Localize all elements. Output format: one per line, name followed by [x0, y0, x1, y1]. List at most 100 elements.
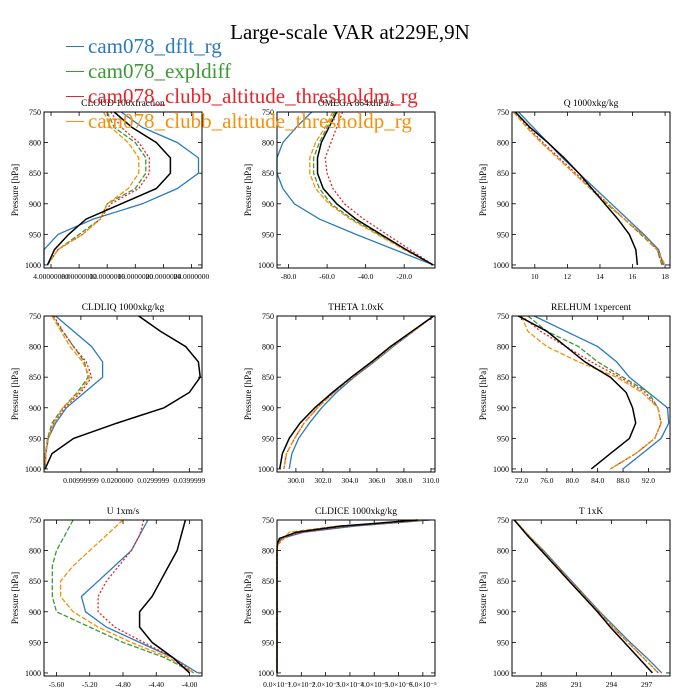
x-tick-label: 288: [536, 680, 548, 689]
x-tick-label: -20.0: [396, 272, 412, 281]
plot-frame: [43, 315, 203, 473]
legend-label: cam078_expldiff: [88, 59, 232, 83]
series-line-0: [288, 315, 434, 470]
legend-swatch: [66, 121, 84, 122]
y-tick-label: 800: [29, 547, 41, 556]
x-tick-label: 304.0: [341, 476, 358, 485]
x-tick-label: 5.0×10⁻⁵: [385, 680, 413, 689]
series-line-3: [59, 519, 195, 674]
x-tick-label: 0.0399999: [173, 476, 205, 485]
y-tick-label: 900: [497, 200, 509, 209]
x-tick-label: 3.0×10⁻⁵: [336, 680, 364, 689]
x-tick-label: 1.0×10⁻⁵: [287, 680, 315, 689]
y-tick-label: 1000: [493, 261, 509, 270]
x-tick-label: 16.0000000: [117, 272, 153, 281]
series-line-0: [43, 111, 200, 265]
panel-title: RELHUM 1xpercent: [551, 303, 631, 313]
x-tick-label: 12: [564, 272, 572, 281]
x-tick-label: 297: [641, 680, 653, 689]
x-tick-label: 300.0: [287, 476, 304, 485]
series-line-3: [46, 111, 140, 266]
series-line-1: [312, 111, 434, 266]
y-tick-label: 900: [29, 200, 41, 209]
series-line-1: [527, 315, 662, 470]
x-tick-label: -4.00: [182, 680, 198, 689]
panel-0: CLOUD 100xfraction Pressure [hPa] 750 800 85…: [10, 98, 210, 281]
x-tick-label: 92.0: [642, 476, 655, 485]
y-tick-label: 850: [29, 373, 41, 382]
panel-title: CLDLIQ 1000xkg/kg: [82, 303, 165, 313]
legend-swatch: [66, 46, 84, 47]
x-tick-label: 6.0×10⁻⁵: [409, 680, 437, 689]
y-tick-label: 850: [497, 577, 509, 586]
legend-swatch: [66, 71, 84, 72]
series-line-1: [513, 111, 663, 266]
panel-title: CLOUD 100xfraction: [81, 98, 165, 109]
y-tick-label: 800: [29, 343, 41, 352]
y-axis-label: Pressure [hPa]: [478, 368, 488, 420]
x-tick-label: 306.0: [368, 476, 385, 485]
x-tick-label: 8.00000000: [61, 272, 97, 281]
y-tick-label: 950: [497, 434, 509, 443]
panel-title: U 1xm/s: [107, 507, 140, 517]
x-tick-label: 24.0000000: [174, 272, 210, 281]
y-tick-label: 950: [29, 230, 41, 239]
y-tick-label: 950: [29, 434, 41, 443]
x-tick-label: 0.0200000: [101, 476, 133, 485]
series-line-0: [44, 315, 104, 469]
y-tick-label: 800: [497, 343, 509, 352]
series-line-1: [283, 315, 434, 470]
series-line-3: [44, 315, 91, 469]
series-line-4: [514, 111, 639, 265]
plot-frame: [511, 519, 671, 677]
x-tick-label: 20.0000000: [146, 272, 182, 281]
y-tick-label: 750: [262, 312, 274, 321]
series-line-1: [51, 519, 195, 674]
x-tick-label: 302.0: [314, 476, 331, 485]
plot-frame: [276, 315, 436, 473]
y-tick-label: 950: [262, 230, 274, 239]
x-tick-label: 76.0: [540, 476, 553, 485]
x-tick-label: -60.0: [319, 272, 335, 281]
x-tick-label: 84.0: [591, 476, 604, 485]
x-tick-label: -4.40: [148, 680, 164, 689]
legend-label: cam078_dflt_rg: [88, 34, 222, 58]
y-tick-label: 800: [262, 343, 274, 352]
y-tick-label: 950: [497, 638, 509, 647]
x-tick-label: 10: [531, 272, 539, 281]
plot-frame: [276, 519, 436, 677]
y-tick-label: 900: [262, 404, 274, 413]
plot-frame: [276, 111, 436, 269]
series-line-3: [283, 315, 434, 470]
panel-3: CLDLIQ 1000xkg/kg Pressure [hPa] 750 800 850…: [10, 303, 206, 485]
series-line-4: [276, 519, 419, 673]
plot-frame: [43, 519, 203, 677]
x-tick-label: 0.0299999: [137, 476, 169, 485]
y-tick-label: 950: [497, 230, 509, 239]
plot-frame: [511, 315, 671, 473]
x-tick-label: 4.00000000: [33, 272, 69, 281]
y-tick-label: 950: [262, 434, 274, 443]
x-tick-label: 88.0: [616, 476, 629, 485]
series-line-4: [138, 519, 191, 674]
y-tick-label: 900: [262, 608, 274, 617]
series-line-3: [520, 315, 662, 470]
series-line-1: [46, 111, 147, 266]
series-line-2: [521, 315, 662, 470]
chart-title: Large-scale VAR at229E,9N: [230, 20, 470, 44]
y-tick-label: 900: [497, 608, 509, 617]
series-line-2: [324, 111, 434, 266]
x-tick-label: 18: [661, 272, 669, 281]
y-axis-label: Pressure [hPa]: [243, 368, 253, 420]
x-tick-label: 14: [596, 272, 604, 281]
series-line-0: [80, 519, 199, 674]
y-tick-label: 900: [29, 608, 41, 617]
y-tick-label: 1000: [258, 261, 274, 270]
y-tick-label: 800: [262, 139, 274, 148]
y-tick-label: 1000: [258, 669, 274, 678]
panel-2: Q 1000xkg/kg Pressure [hPa] 750 800 850 900 95…: [478, 99, 671, 281]
series-line-3: [276, 519, 423, 673]
panel-6: U 1xm/s Pressure [hPa] 750 800 850 900 950 1000…: [10, 507, 203, 689]
y-axis-label: Pressure [hPa]: [478, 572, 488, 624]
y-tick-label: 750: [497, 516, 509, 525]
